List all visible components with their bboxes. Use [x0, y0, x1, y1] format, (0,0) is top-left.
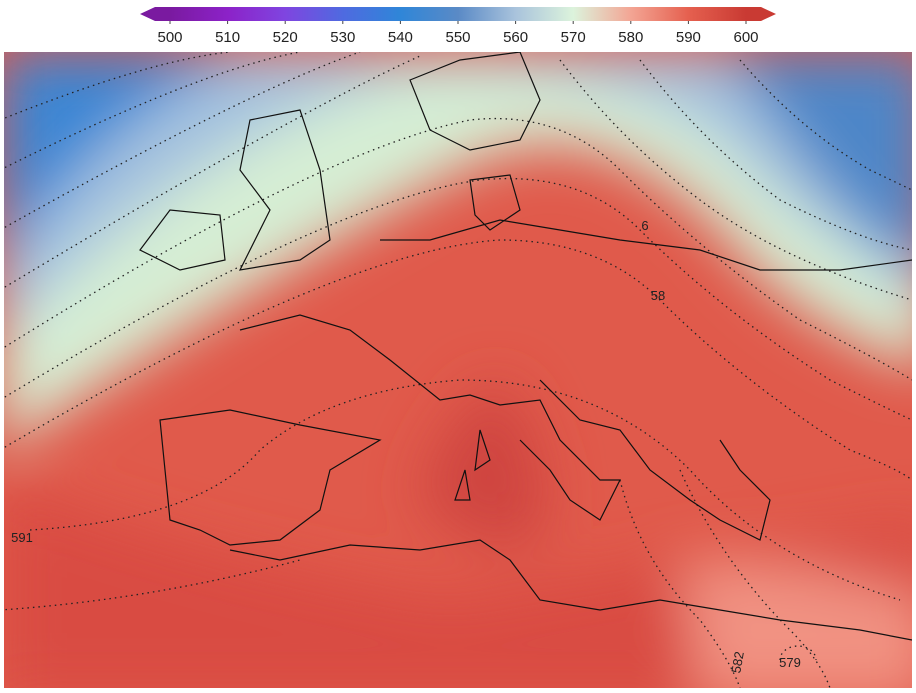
colorbar-tick-label: 500 [157, 29, 182, 46]
colorbar-tick-label: 580 [618, 29, 643, 46]
colorbar-tick-label: 560 [503, 29, 528, 46]
coastlines [139, 52, 912, 641]
colorbar-tick-label: 600 [733, 29, 758, 46]
contours [4, 52, 912, 688]
colorbar-tick-label: 510 [215, 29, 240, 46]
contour-label: 579 [779, 655, 801, 670]
colorbar-tick-label: 520 [273, 29, 298, 46]
colorbar-tick-label: 530 [330, 29, 355, 46]
map: 591 582 579 58 6 [4, 52, 912, 688]
contour-label: 582 [728, 650, 747, 674]
colorbar-tick-label: 550 [445, 29, 470, 46]
height-field [4, 52, 912, 688]
contour-label: 591 [11, 530, 33, 545]
contour-label: 6 [641, 218, 648, 233]
colorbar-min-arrow [140, 7, 155, 21]
colorbar-bar [155, 7, 761, 21]
colorbar-tick-label: 570 [561, 29, 586, 46]
colorbar-tick-label: 590 [676, 29, 701, 46]
contour-labels: 591 582 579 58 6 [11, 218, 801, 674]
colorbar-max-arrow [761, 7, 776, 21]
colorbar: 500 510 520 530 540 550 560 570 580 590 600 [140, 7, 776, 46]
colorbar-tick-label: 540 [388, 29, 413, 46]
contour-label: 58 [651, 288, 665, 303]
